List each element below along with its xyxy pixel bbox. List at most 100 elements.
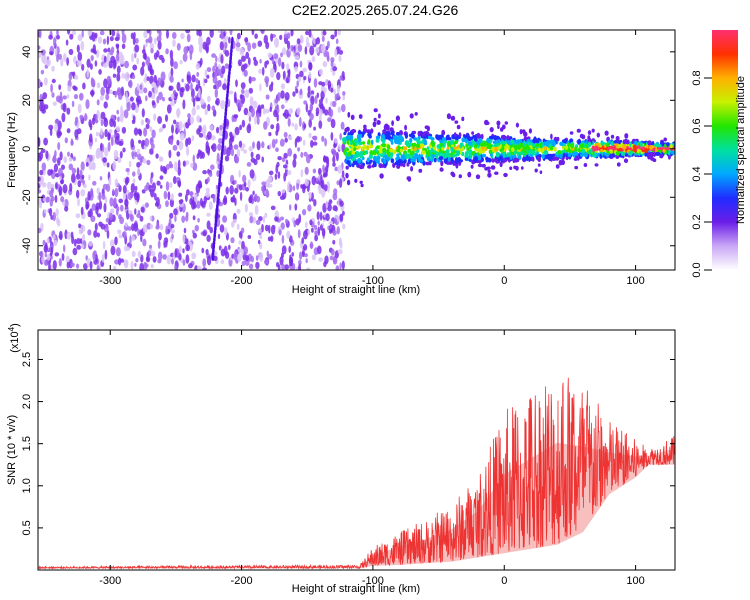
heatmap-cell [297, 147, 301, 152]
heatmap-cell [313, 224, 318, 231]
heatmap-cell [112, 198, 117, 208]
heatmap-cell [334, 166, 339, 172]
heatmap-cell [114, 187, 119, 198]
heatmap-cell [207, 176, 210, 183]
heatmap-cell [88, 174, 91, 181]
heatmap-cell [339, 133, 343, 141]
heatmap-cell [139, 84, 143, 90]
heatmap-cell [114, 129, 117, 135]
heatmap-cell [269, 143, 272, 150]
x-tick-label: -100 [362, 575, 384, 587]
heatmap-cell [363, 124, 367, 129]
heatmap-cell [504, 121, 508, 125]
heatmap-cell [284, 264, 290, 270]
heatmap-cell [337, 106, 342, 113]
heatmap-cell [224, 41, 228, 49]
heatmap-cell [291, 252, 295, 257]
heatmap-cell [158, 156, 164, 162]
heatmap-cell [132, 178, 136, 185]
heatmap-cell [101, 253, 105, 263]
heatmap-cell [201, 127, 205, 134]
heatmap-cell [637, 148, 640, 154]
heatmap-cell [58, 95, 63, 104]
heatmap-cell [537, 147, 542, 152]
heatmap-cell [262, 107, 266, 115]
heatmap-cell [332, 162, 336, 167]
heatmap-cell [79, 92, 84, 101]
heatmap-cell [375, 135, 381, 140]
heatmap-cell [196, 200, 201, 209]
colorbar-tick-label: 0.2 [691, 214, 703, 229]
heatmap-cell [112, 73, 117, 78]
heatmap-cell [275, 138, 278, 144]
heatmap-cell [325, 79, 328, 86]
snr-x-axis-label: Height of straight line (km) [292, 583, 420, 595]
heatmap-cell [464, 138, 468, 144]
heatmap-cell [442, 142, 446, 148]
heatmap-cell [206, 220, 211, 230]
heatmap-cell [294, 66, 298, 72]
heatmap-cell [339, 214, 344, 222]
heatmap-cell [233, 180, 237, 185]
heatmap-cell [317, 220, 320, 226]
heatmap-cell [615, 154, 620, 159]
heatmap-cell [224, 49, 230, 57]
heatmap-cell [266, 250, 269, 257]
heatmap-cell [259, 59, 262, 64]
heatmap-cell [456, 124, 461, 130]
heatmap-cell [248, 196, 253, 204]
heatmap-cell [68, 72, 73, 81]
heatmap-cell [370, 139, 374, 145]
heatmap-cell [134, 151, 138, 158]
heatmap-cell [109, 129, 113, 134]
x-tick-label: -300 [99, 575, 121, 587]
heatmap-cell [326, 40, 330, 49]
heatmap-cell [297, 44, 303, 53]
heatmap-cell [485, 121, 490, 126]
heatmap-cell [64, 137, 69, 144]
heatmap-cell [300, 37, 304, 43]
heatmap-cell [624, 133, 629, 139]
heatmap-cell [204, 69, 208, 78]
heatmap-cell [384, 123, 389, 130]
heatmap-cell [70, 138, 74, 146]
heatmap-cell [333, 255, 336, 265]
heatmap-cell [347, 111, 351, 118]
heatmap-cell [151, 143, 155, 150]
heatmap-cell [545, 155, 548, 160]
heatmap-cell [241, 55, 246, 62]
heatmap-cell [441, 129, 446, 136]
heatmap-cell [49, 51, 54, 56]
heatmap-cell [277, 156, 282, 161]
heatmap-cell [173, 90, 176, 95]
heatmap-cell [38, 137, 41, 147]
heatmap-cell [589, 148, 593, 154]
heatmap-cell [318, 120, 323, 129]
heatmap-cell [42, 239, 46, 246]
colorbar-ticks: 0.0 0.2 0.4 0.6 0.8 [691, 70, 712, 278]
heatmap-cell [467, 141, 472, 146]
heatmap-cell [136, 57, 140, 65]
heatmap-cell [477, 155, 482, 161]
heatmap-cell [250, 107, 255, 118]
heatmap-cell [577, 148, 581, 153]
heatmap-cell [478, 146, 482, 153]
heatmap-cell [122, 147, 126, 153]
heatmap-cell [133, 192, 137, 197]
heatmap-cell [80, 40, 85, 51]
heatmap-cell [309, 241, 314, 250]
heatmap-cell [182, 99, 186, 110]
heatmap-cell [308, 71, 312, 79]
heatmap-cell [332, 193, 338, 201]
heatmap-cell [280, 83, 286, 90]
heatmap-cell [228, 244, 231, 251]
heatmap-cell [80, 206, 84, 216]
heatmap-cell [461, 116, 465, 122]
heatmap-cell [622, 144, 627, 150]
heatmap-cell [187, 113, 191, 119]
heatmap-cell [338, 144, 341, 151]
heatmap-cell [122, 231, 127, 239]
heatmap-cell [337, 30, 341, 36]
heatmap-cell [79, 114, 84, 120]
heatmap-cell [157, 116, 163, 124]
